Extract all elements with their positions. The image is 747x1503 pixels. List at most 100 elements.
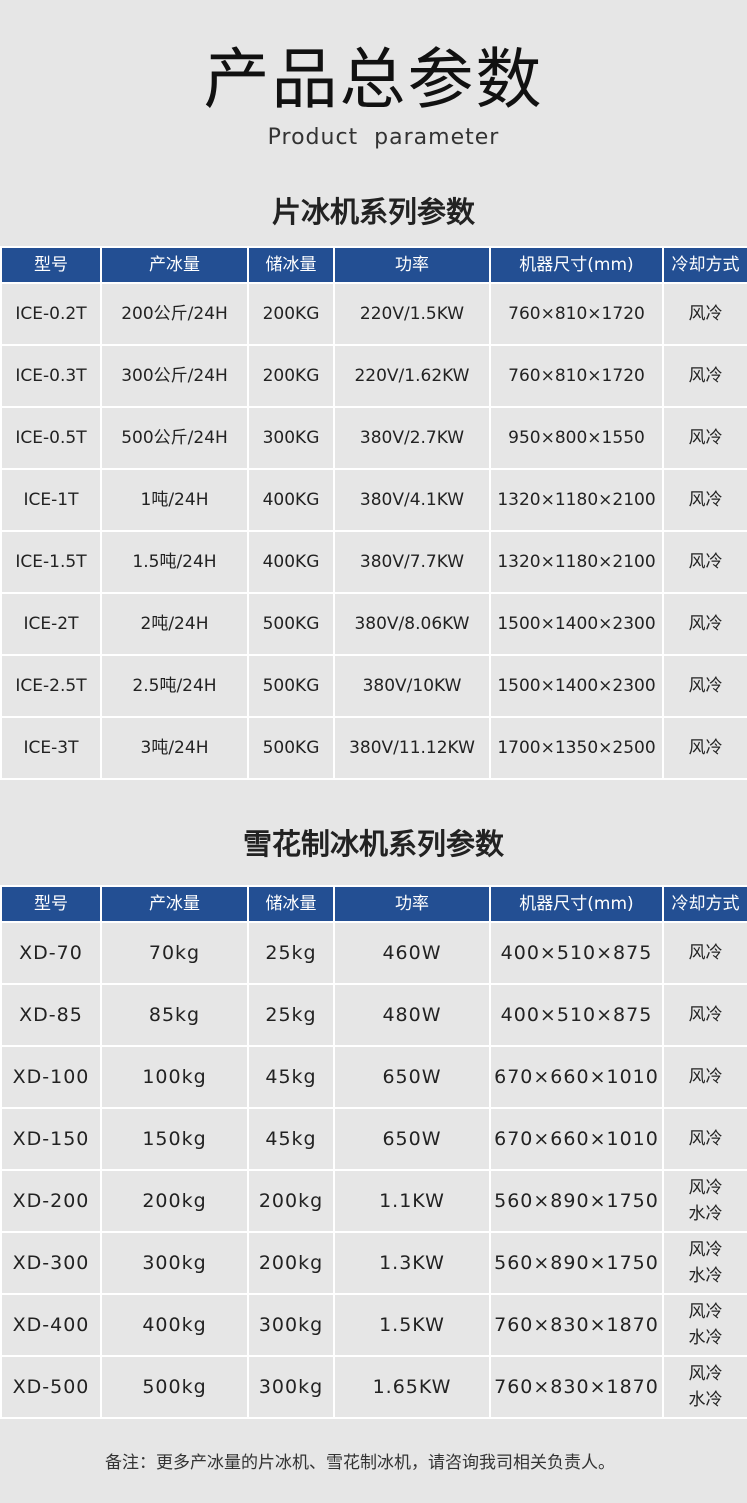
table-row: XD-150 150kg 45kg 650W 670×660×1010 风冷 <box>0 1107 747 1171</box>
snowflake-ice-table: 型号 产冰量 储冰量 功率 机器尺寸(mm) 冷却方式 XD-70 70kg 25kg 460W… <box>0 885 747 1419</box>
table-cell: 760×810×1720 <box>489 282 664 346</box>
table-row: ICE-1T 1吨/24H 400KG 380V/4.1KW 1320×1180×210… <box>0 468 747 532</box>
table-row: ICE-2.5T 2.5吨/24H 500KG 380V/10KW 1500×1400×… <box>0 654 747 718</box>
table-cell: ICE-1T <box>0 468 102 532</box>
table-cell: 1.65KW <box>333 1355 491 1419</box>
table-header-row: 型号 产冰量 储冰量 功率 机器尺寸(mm) 冷却方式 <box>0 885 747 923</box>
table-cell: 70kg <box>100 921 249 985</box>
table-row: XD-100 100kg 45kg 650W 670×660×1010 风冷 <box>0 1045 747 1109</box>
table-cell: 760×830×1870 <box>489 1355 664 1419</box>
table-cell: 1吨/24H <box>100 468 249 532</box>
table-cell: 100kg <box>100 1045 249 1109</box>
table-cell: 480W <box>333 983 491 1047</box>
table-row: ICE-3T 3吨/24H 500KG 380V/11.12KW 1700×1350×2… <box>0 716 747 780</box>
table-row: XD-500 500kg 300kg 1.65KW 760×830×1870 风冷 水冷 <box>0 1355 747 1419</box>
table-cell: 1700×1350×2500 <box>489 716 664 780</box>
table-cell: 风冷 <box>662 530 747 594</box>
table-cell: 风冷 <box>662 983 747 1047</box>
table-cell: 1.5吨/24H <box>100 530 249 594</box>
table-cell: 500KG <box>247 592 335 656</box>
table-cell: 650W <box>333 1045 491 1109</box>
table-cell: 25kg <box>247 983 335 1047</box>
column-header: 储冰量 <box>247 246 335 284</box>
table-cell: XD-70 <box>0 921 102 985</box>
table-cell: 560×890×1750 <box>489 1231 664 1295</box>
table-cell: 85kg <box>100 983 249 1047</box>
table-cell: 380V/4.1KW <box>333 468 491 532</box>
table-cell: ICE-0.3T <box>0 344 102 408</box>
table-cell: 风冷 <box>662 716 747 780</box>
table-cell: 670×660×1010 <box>489 1045 664 1109</box>
table-cell: ICE-0.2T <box>0 282 102 346</box>
table-cell: 风冷 <box>662 406 747 470</box>
table-cell: 150kg <box>100 1107 249 1171</box>
table-cell: 760×830×1870 <box>489 1293 664 1357</box>
table-row: XD-300 300kg 200kg 1.3KW 560×890×1750 风冷 水冷 <box>0 1231 747 1295</box>
table-cell: XD-500 <box>0 1355 102 1419</box>
column-header: 型号 <box>0 246 102 284</box>
table-cell: 2.5吨/24H <box>100 654 249 718</box>
table-cell: XD-100 <box>0 1045 102 1109</box>
column-header: 产冰量 <box>100 246 249 284</box>
table-cell: 1320×1180×2100 <box>489 468 664 532</box>
table-cell: ICE-2.5T <box>0 654 102 718</box>
table-cell: 200KG <box>247 344 335 408</box>
table-cell: 风冷 <box>662 468 747 532</box>
table-cell: 风冷 水冷 <box>662 1231 747 1295</box>
flake-ice-section-title: 片冰机系列参数 <box>271 195 475 229</box>
flake-ice-table: 型号 产冰量 储冰量 功率 机器尺寸(mm) 冷却方式 ICE-0.2T 200公斤/24H… <box>0 246 747 780</box>
column-header: 机器尺寸(mm) <box>489 885 664 923</box>
table-cell: 45kg <box>247 1107 335 1171</box>
table-cell: 220V/1.62KW <box>333 344 491 408</box>
table-cell: 460W <box>333 921 491 985</box>
table-cell: XD-200 <box>0 1169 102 1233</box>
table-cell: 500KG <box>247 716 335 780</box>
table-cell: 400×510×875 <box>489 983 664 1047</box>
table-cell: 760×810×1720 <box>489 344 664 408</box>
table-cell: 300kg <box>100 1231 249 1295</box>
footnote: 备注：更多产冰量的片冰机、雪花制冰机，请咨询我司相关负责人。 <box>105 1453 615 1473</box>
table-cell: 风冷 水冷 <box>662 1355 747 1419</box>
table-cell: 1.5KW <box>333 1293 491 1357</box>
table-cell: 380V/8.06KW <box>333 592 491 656</box>
column-header: 型号 <box>0 885 102 923</box>
table-row: XD-400 400kg 300kg 1.5KW 760×830×1870 风冷 水冷 <box>0 1293 747 1357</box>
table-cell: 400×510×875 <box>489 921 664 985</box>
table-row: ICE-2T 2吨/24H 500KG 380V/8.06KW 1500×1400×23… <box>0 592 747 656</box>
table-cell: 670×660×1010 <box>489 1107 664 1171</box>
table-cell: 风冷 <box>662 344 747 408</box>
table-cell: 风冷 <box>662 282 747 346</box>
table-cell: 风冷 <box>662 1107 747 1171</box>
table-row: XD-85 85kg 25kg 480W 400×510×875 风冷 <box>0 983 747 1047</box>
table-cell: 风冷 <box>662 921 747 985</box>
table-cell: XD-150 <box>0 1107 102 1171</box>
table-cell: 300kg <box>247 1293 335 1357</box>
table-cell: XD-300 <box>0 1231 102 1295</box>
table-cell: 200KG <box>247 282 335 346</box>
table-cell: 200kg <box>247 1169 335 1233</box>
table-cell: 400KG <box>247 468 335 532</box>
table-cell: 300KG <box>247 406 335 470</box>
table-row: ICE-1.5T 1.5吨/24H 400KG 380V/7.7KW 1320×1180… <box>0 530 747 594</box>
table-row: ICE-0.3T 300公斤/24H 200KG 220V/1.62KW 760×810… <box>0 344 747 408</box>
table-cell: 650W <box>333 1107 491 1171</box>
table-cell: 500KG <box>247 654 335 718</box>
table-cell: 3吨/24H <box>100 716 249 780</box>
table-cell: 500公斤/24H <box>100 406 249 470</box>
table-cell: XD-400 <box>0 1293 102 1357</box>
table-header-row: 型号 产冰量 储冰量 功率 机器尺寸(mm) 冷却方式 <box>0 246 747 284</box>
table-cell: 500kg <box>100 1355 249 1419</box>
table-cell: ICE-1.5T <box>0 530 102 594</box>
table-cell: 380V/10KW <box>333 654 491 718</box>
table-cell: ICE-0.5T <box>0 406 102 470</box>
table-cell: ICE-2T <box>0 592 102 656</box>
table-cell: 风冷 水冷 <box>662 1293 747 1357</box>
table-cell: 2吨/24H <box>100 592 249 656</box>
table-cell: 380V/7.7KW <box>333 530 491 594</box>
table-cell: 380V/11.12KW <box>333 716 491 780</box>
table-cell: 风冷 水冷 <box>662 1169 747 1233</box>
page-title: 产品总参数 <box>203 41 544 118</box>
page-subtitle: Product parameter <box>267 125 500 150</box>
table-cell: 560×890×1750 <box>489 1169 664 1233</box>
table-cell: 200公斤/24H <box>100 282 249 346</box>
